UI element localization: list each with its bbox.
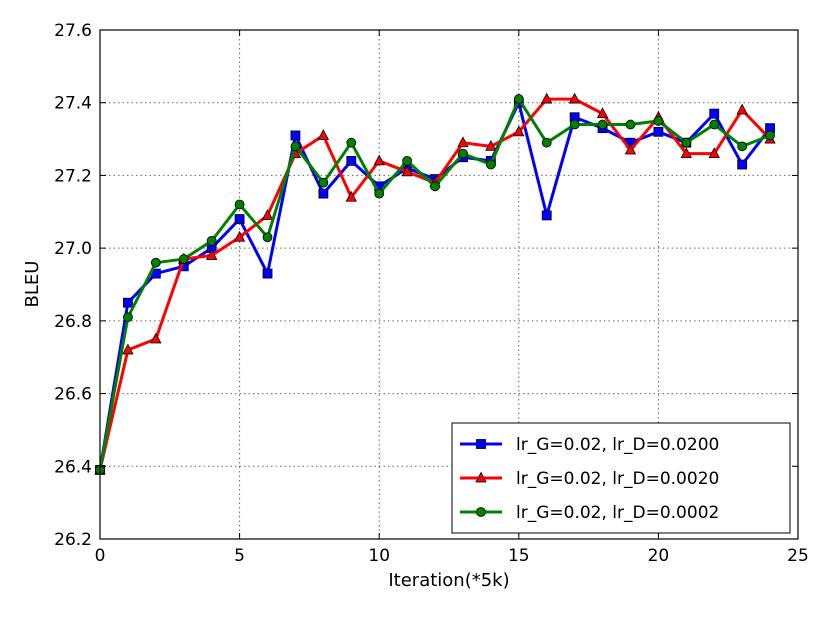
series-0 <box>95 97 775 475</box>
data-point <box>206 235 217 246</box>
legend-marker <box>475 471 487 483</box>
data-point <box>430 181 440 192</box>
data-point <box>624 143 637 155</box>
data-point <box>709 119 720 130</box>
data-point <box>596 107 609 119</box>
y-tick-label: 27.6 <box>54 21 92 41</box>
data-point <box>708 147 720 159</box>
data-point <box>206 249 218 260</box>
data-point <box>290 141 301 152</box>
y-axis-label: BLEU <box>22 261 43 308</box>
x-tick-label: 10 <box>368 546 390 566</box>
data-point <box>345 190 357 202</box>
data-point <box>653 115 664 126</box>
data-point <box>123 297 133 308</box>
x-tick-label: 0 <box>95 546 106 566</box>
data-point <box>513 94 524 104</box>
data-point <box>737 141 748 152</box>
y-tick-label: 27.0 <box>54 239 92 259</box>
data-point <box>373 154 385 166</box>
y-tick-label: 26.4 <box>54 457 92 477</box>
data-point <box>234 214 245 224</box>
data-point <box>374 188 385 199</box>
x-tick-label: 5 <box>234 546 245 566</box>
data-point <box>458 148 468 159</box>
data-point <box>485 139 497 151</box>
legend-item: lr_G=0.02, lr_D=0.0002 <box>460 503 719 523</box>
legend-item: lr_G=0.02, lr_D=0.0200 <box>460 435 719 455</box>
data-point <box>680 147 692 159</box>
legend-marker <box>476 439 486 449</box>
data-point <box>541 137 552 148</box>
data-point <box>261 209 274 220</box>
data-point <box>290 130 301 141</box>
data-point <box>568 92 581 104</box>
data-point <box>262 268 273 279</box>
series-2 <box>95 94 775 475</box>
data-point <box>681 137 692 148</box>
series-lines <box>94 92 776 475</box>
data-point <box>262 232 273 243</box>
data-point <box>597 119 608 130</box>
x-tick-label: 25 <box>787 546 809 566</box>
y-tick-label: 26.6 <box>54 385 92 405</box>
legend-label: lr_G=0.02, lr_D=0.0020 <box>516 469 719 489</box>
data-point <box>653 126 664 137</box>
data-point <box>541 92 553 104</box>
y-tick-label: 26.2 <box>54 530 92 550</box>
data-point <box>346 155 357 166</box>
series-line <box>98 101 772 471</box>
data-point <box>736 103 748 115</box>
data-point <box>122 343 134 355</box>
legend: lr_G=0.02, lr_D=0.0200 lr_G=0.02, lr_D=0.… <box>451 422 791 534</box>
x-tick-label: 15 <box>508 546 530 566</box>
data-point <box>123 312 133 323</box>
data-point <box>346 137 357 148</box>
data-point <box>234 199 245 210</box>
x-tick-label: 20 <box>648 546 670 566</box>
plot-frame <box>99 29 799 540</box>
data-point <box>513 125 525 137</box>
data-point <box>709 108 720 119</box>
legend-marker <box>476 507 486 517</box>
y-tick-label: 27.2 <box>54 166 92 186</box>
series-1 <box>94 92 776 475</box>
data-point <box>317 129 330 140</box>
y-tick-label: 26.8 <box>54 312 92 332</box>
data-point <box>569 119 580 130</box>
data-point <box>318 188 329 199</box>
series-line <box>98 97 772 471</box>
data-point <box>318 177 329 188</box>
data-point <box>457 136 469 148</box>
data-point <box>737 159 748 170</box>
x-axis-label: Iteration(*5k) <box>388 570 509 591</box>
data-point <box>765 130 775 141</box>
legend-label: lr_G=0.02, lr_D=0.0002 <box>516 503 719 523</box>
data-point <box>625 119 636 130</box>
data-point <box>150 332 162 344</box>
data-point <box>178 254 189 264</box>
data-point <box>541 210 552 221</box>
data-point <box>401 165 413 177</box>
data-point <box>150 257 161 268</box>
data-point <box>402 155 413 166</box>
legend-label: lr_G=0.02, lr_D=0.0200 <box>516 435 719 455</box>
data-point <box>485 159 496 170</box>
axis-ticks: 0 5 10 15 20 25 26.2 26.4 26.6 26.8 27.0 27.2 27.4 27… <box>54 21 809 566</box>
legend-box <box>451 422 791 534</box>
series-line <box>98 97 771 471</box>
legend-item: lr_G=0.02, lr_D=0.0020 <box>460 469 719 489</box>
y-tick-label: 27.4 <box>54 94 92 114</box>
data-point <box>233 230 246 242</box>
